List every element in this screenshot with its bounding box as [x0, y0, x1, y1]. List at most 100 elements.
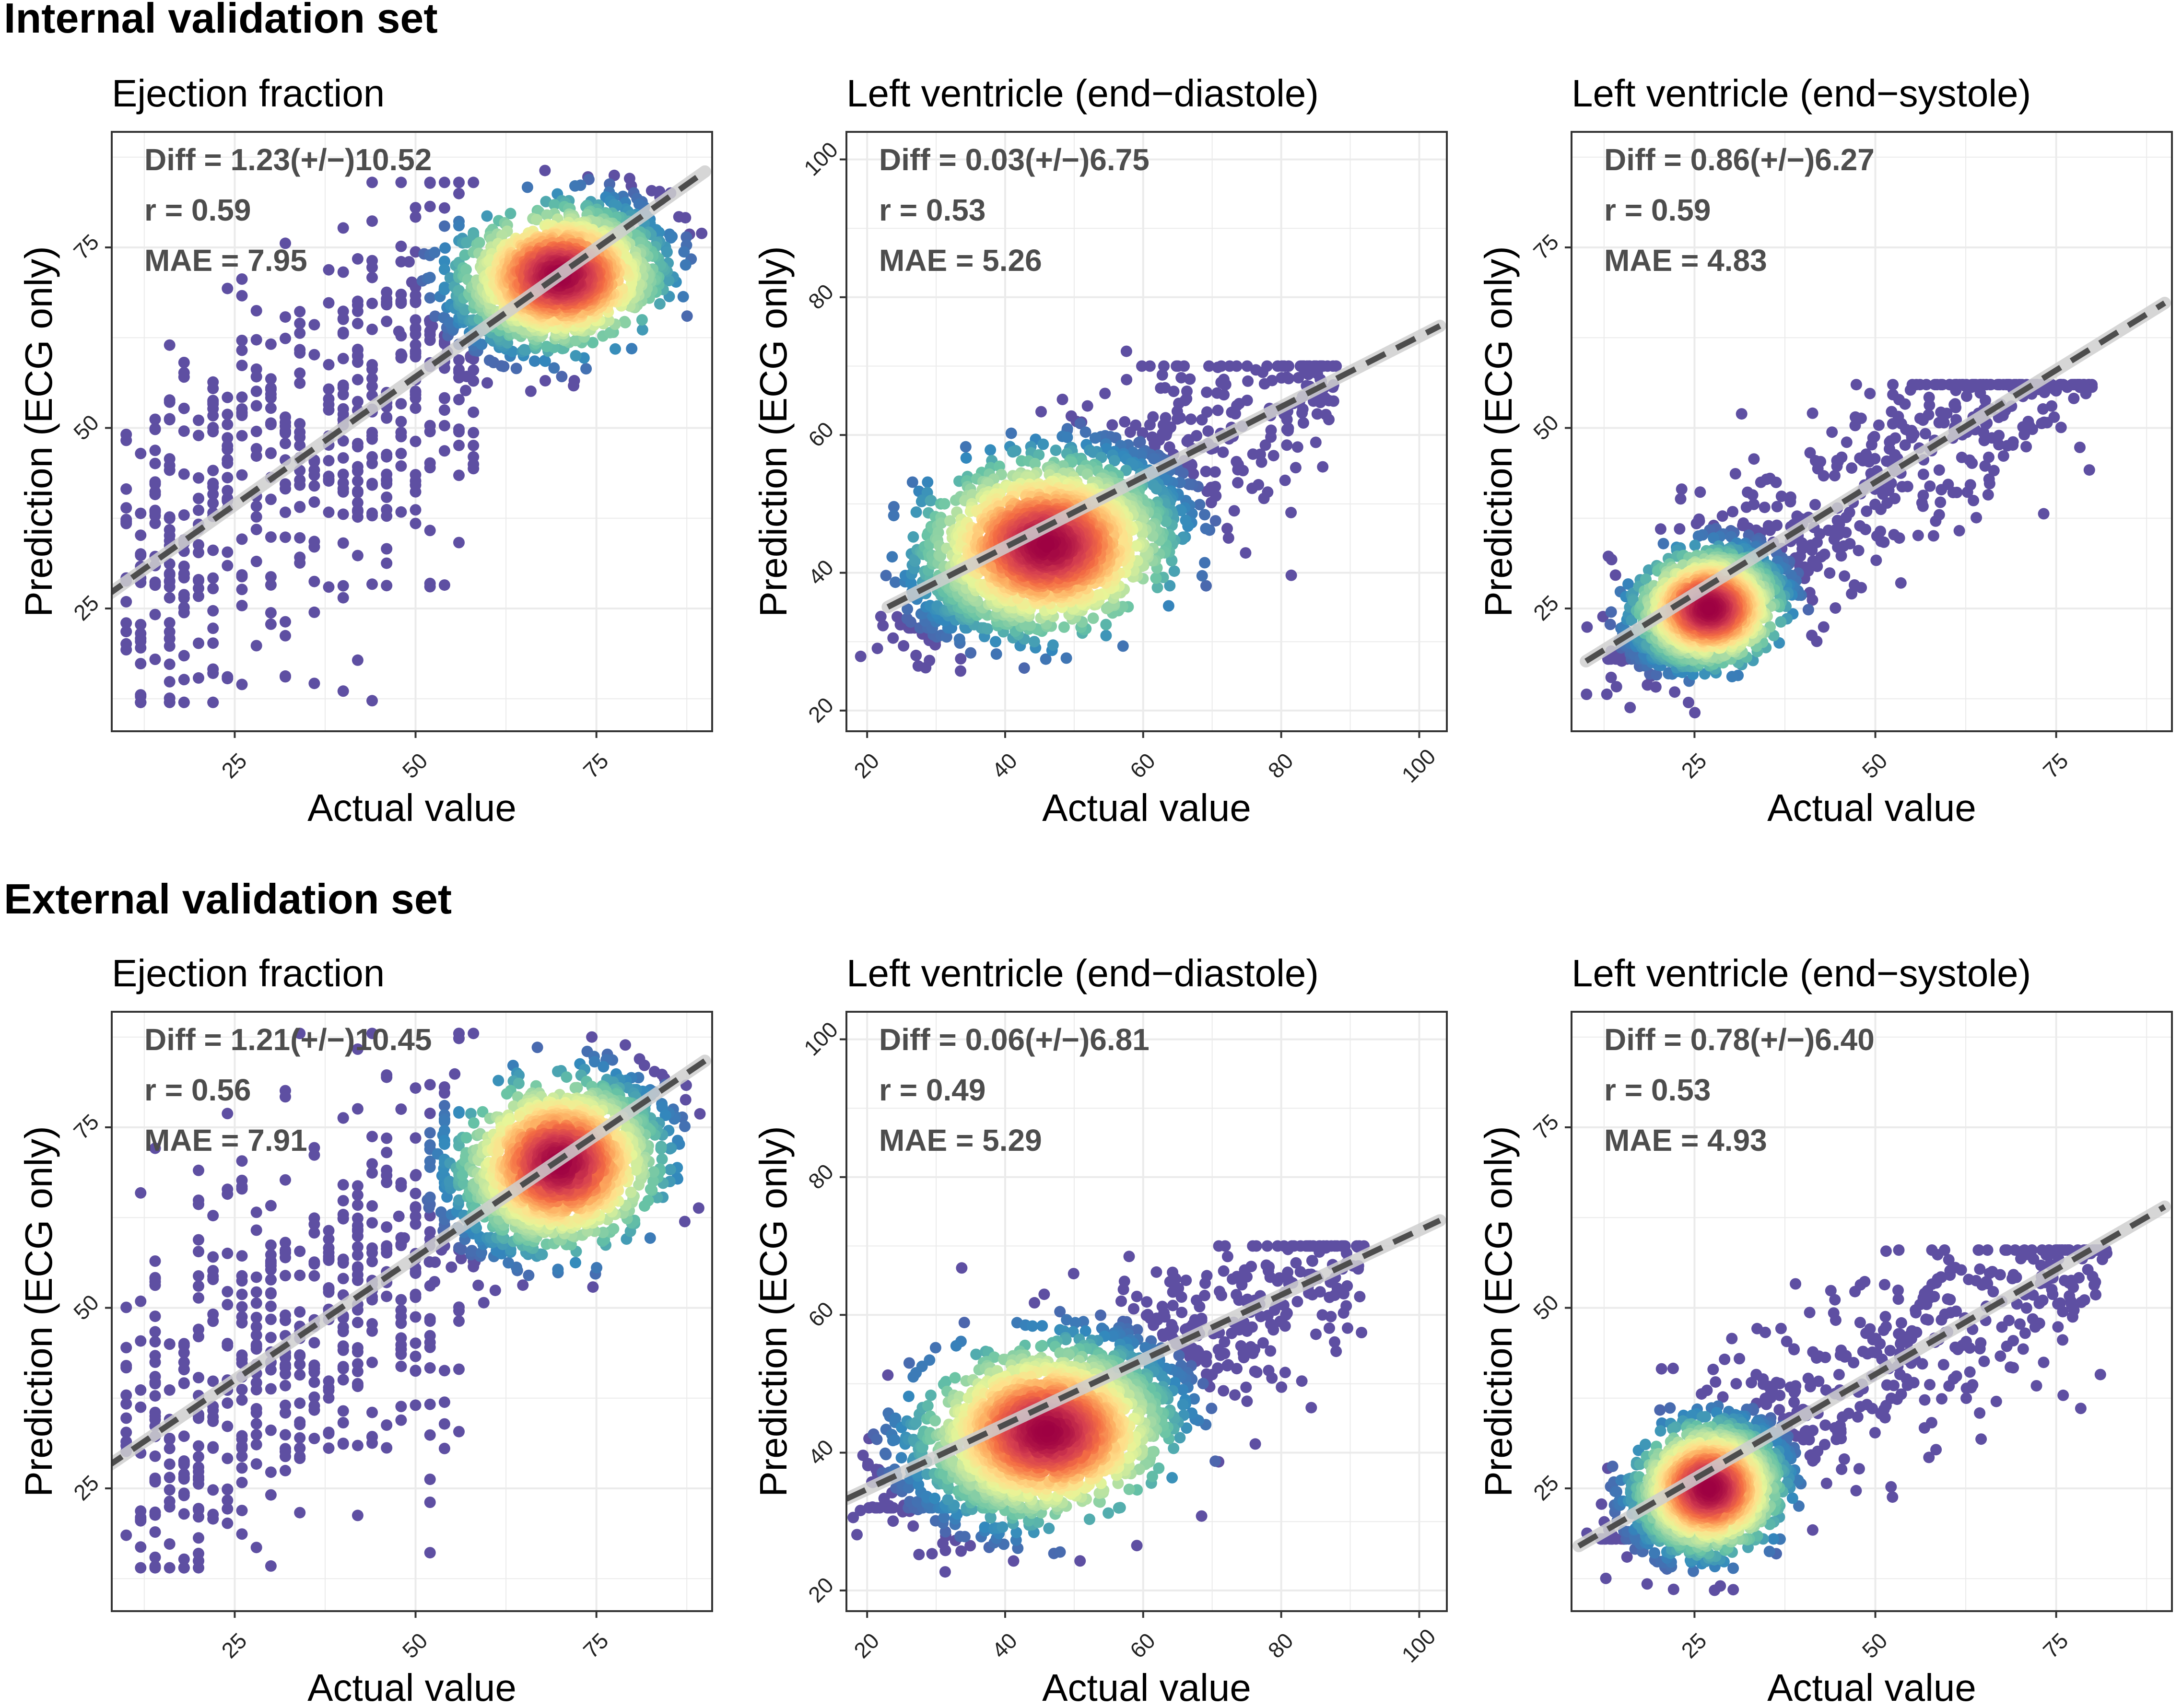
- data-point: [1624, 702, 1636, 714]
- data-point: [164, 692, 176, 704]
- data-point: [352, 396, 364, 408]
- data-point: [1853, 545, 1865, 557]
- data-point: [938, 498, 950, 510]
- data-point: [366, 297, 378, 309]
- data-point: [280, 237, 291, 249]
- data-point: [2038, 508, 2050, 520]
- data-point: [1759, 502, 1771, 514]
- data-point: [120, 617, 132, 629]
- data-point: [1871, 530, 1883, 542]
- data-point: [236, 360, 248, 372]
- data-point: [308, 480, 320, 492]
- data-point: [395, 460, 407, 472]
- data-point: [1914, 412, 1926, 424]
- data-point: [677, 291, 689, 303]
- data-point: [193, 573, 204, 585]
- data-point: [265, 618, 277, 630]
- data-point: [438, 281, 450, 293]
- data-point: [453, 439, 465, 451]
- data-point: [164, 453, 176, 465]
- data-point: [2055, 421, 2067, 433]
- data-point: [250, 425, 262, 437]
- data-point: [1605, 606, 1617, 618]
- data-point: [1997, 450, 2009, 462]
- data-point: [1100, 619, 1112, 631]
- data-point: [1056, 394, 1068, 405]
- data-point: [1200, 466, 1212, 478]
- data-point: [236, 344, 248, 356]
- section-title-external: External validation set: [4, 875, 452, 923]
- data-point: [1007, 446, 1019, 458]
- data-point: [337, 435, 349, 447]
- data-point: [164, 394, 176, 406]
- data-point: [888, 510, 900, 522]
- data-point: [1258, 378, 1270, 390]
- data-point: [265, 338, 277, 350]
- data-point: [410, 289, 422, 301]
- stats-label: r = 0.59: [144, 193, 251, 227]
- data-point: [887, 632, 899, 644]
- data-point: [1736, 408, 1748, 420]
- data-point: [352, 485, 364, 497]
- data-point: [323, 359, 335, 371]
- data-point: [1832, 541, 1844, 553]
- data-point: [1212, 362, 1224, 374]
- data-point: [548, 362, 560, 374]
- data-point: [444, 272, 456, 284]
- data-point: [1626, 614, 1638, 626]
- data-point: [294, 551, 306, 563]
- data-point: [892, 611, 903, 623]
- data-point: [337, 379, 349, 391]
- data-point: [1864, 387, 1876, 399]
- data-point: [1640, 573, 1652, 585]
- data-point: [1285, 569, 1297, 581]
- data-point: [395, 416, 407, 428]
- data-point: [1168, 565, 1180, 577]
- data-point: [935, 550, 947, 562]
- data-point: [539, 164, 551, 176]
- data-point: [294, 305, 306, 317]
- data-point: [1144, 419, 1156, 431]
- data-point: [944, 515, 956, 527]
- data-point: [236, 273, 248, 285]
- data-point: [1748, 453, 1760, 465]
- data-point: [966, 489, 978, 501]
- data-point: [1983, 451, 1994, 463]
- data-point: [280, 332, 291, 344]
- data-point: [1824, 567, 1836, 579]
- data-point: [135, 619, 147, 631]
- data-point: [468, 406, 480, 418]
- data-point: [1924, 480, 1936, 492]
- data-point: [1822, 525, 1834, 536]
- data-point: [410, 339, 422, 351]
- data-point: [1726, 671, 1738, 682]
- data-point: [1764, 524, 1776, 536]
- data-point: [1581, 621, 1593, 633]
- data-point: [1149, 440, 1161, 452]
- data-point: [1818, 470, 1830, 482]
- data-point: [1674, 523, 1686, 535]
- data-point: [2027, 423, 2038, 435]
- data-point: [1917, 500, 1929, 512]
- data-point: [1861, 505, 1873, 517]
- data-point: [1079, 426, 1091, 438]
- data-point: [1259, 439, 1271, 451]
- data-point: [2046, 400, 2058, 412]
- data-point: [366, 478, 378, 490]
- data-point: [1609, 569, 1621, 581]
- data-point: [135, 548, 147, 560]
- data-point: [250, 555, 262, 567]
- data-point: [193, 539, 204, 551]
- data-point: [207, 376, 219, 388]
- data-point: [1604, 619, 1616, 631]
- data-point: [236, 403, 248, 415]
- data-point: [178, 357, 190, 368]
- data-point: [366, 427, 378, 439]
- data-point: [681, 310, 693, 322]
- data-point: [222, 560, 234, 572]
- data-point: [294, 317, 306, 329]
- data-point: [236, 599, 248, 611]
- data-point: [1040, 653, 1052, 665]
- data-point: [2074, 442, 2086, 453]
